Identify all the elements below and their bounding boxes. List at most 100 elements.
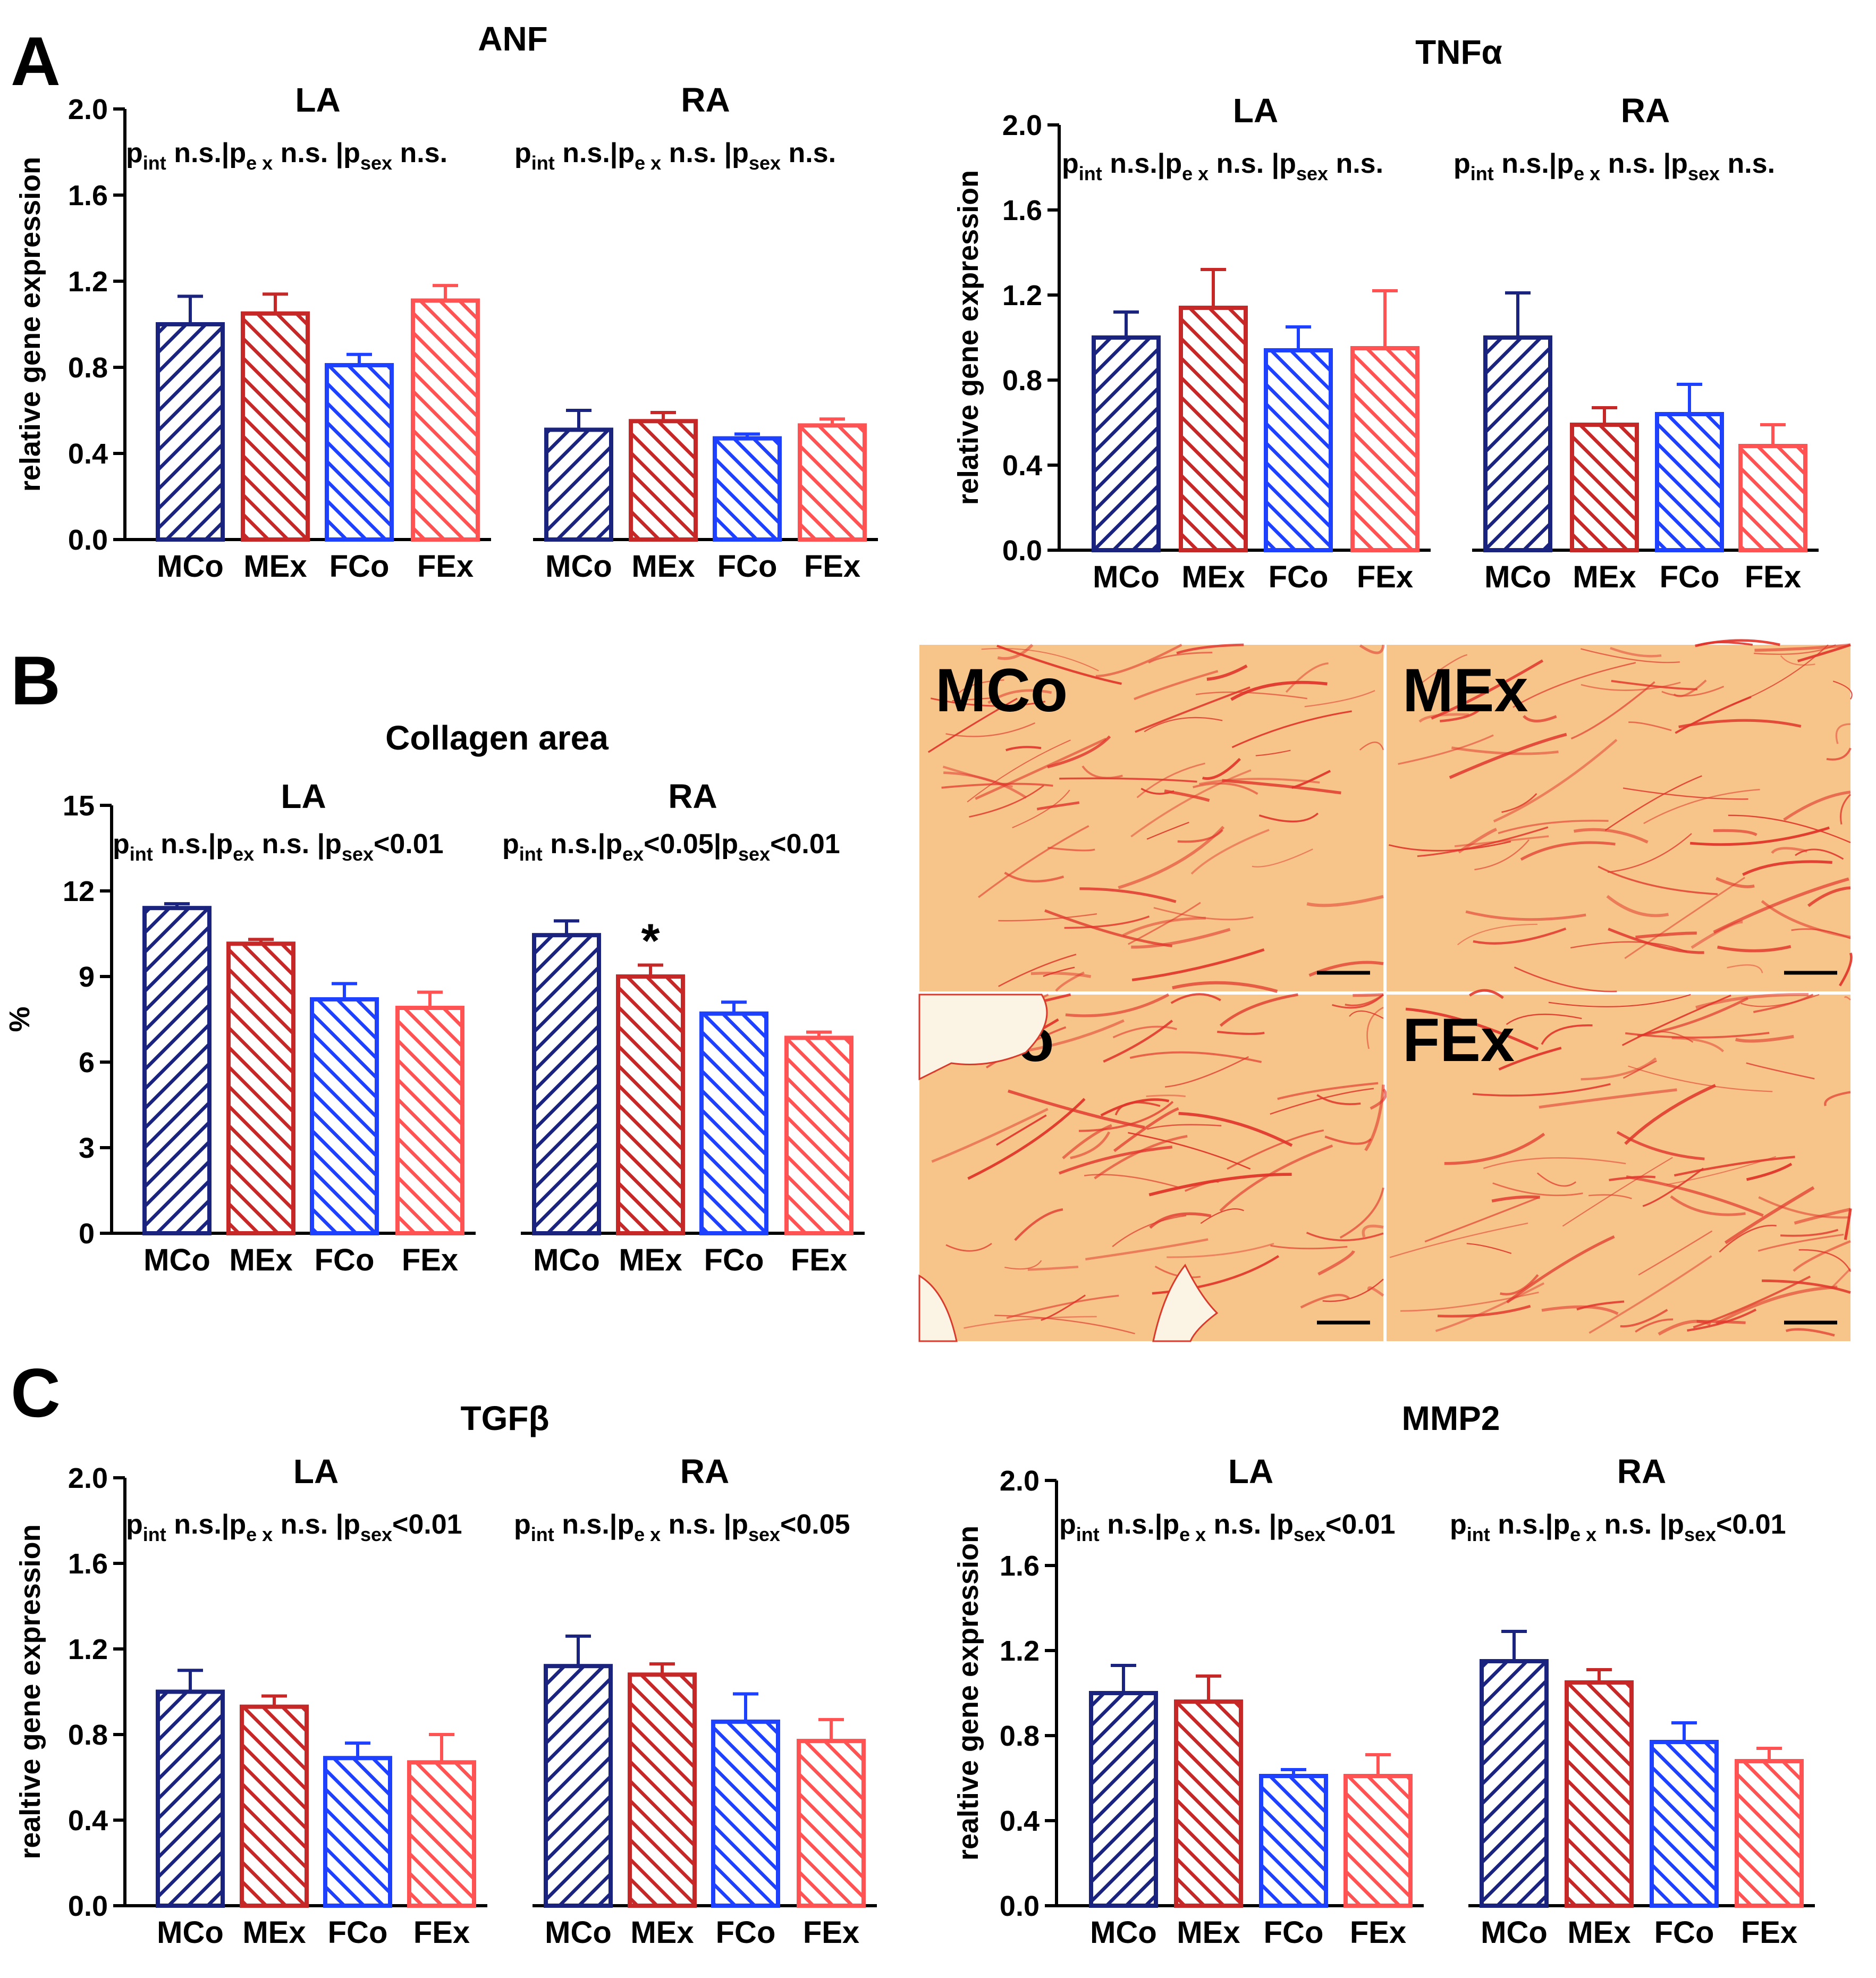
collagen-fiber [1539, 1088, 1677, 1109]
x-tick-label: MCo [1481, 1915, 1548, 1950]
chart-title: ANF [478, 20, 548, 58]
micrograph-mco: MCo [919, 643, 1385, 993]
collagen-fiber [1078, 1101, 1174, 1132]
collagen-fiber [1628, 1065, 1773, 1092]
collagen-fiber [1277, 1082, 1379, 1100]
collagen-fiber [987, 689, 1052, 704]
chart-mmp2: MMP2 realtive gene expression 0.0 0.4 0.8 1.2… [952, 1399, 1815, 1950]
collagen-fiber [994, 1315, 1135, 1335]
y-tick-label: 1.6 [68, 180, 108, 212]
collagen-fiber [1147, 1124, 1222, 1130]
collagen-fiber [1598, 865, 1718, 895]
collagen-fiber [1570, 681, 1655, 740]
collagen-fiber [1623, 787, 1748, 800]
collagen-fiber [1643, 788, 1760, 824]
collagen-fiber [1339, 1187, 1384, 1239]
collagen-fiber [1005, 746, 1042, 752]
collagen-fiber [1306, 895, 1384, 907]
collagen-fiber [1059, 777, 1197, 783]
collagen-fiber [1570, 941, 1688, 953]
collagen-fiber [1713, 829, 1757, 837]
x-tick-label: MEx [619, 1243, 682, 1277]
collagen-fiber [975, 737, 1107, 800]
collagen-fiber [1628, 721, 1672, 731]
collagen-fiber [1316, 1094, 1361, 1105]
collagen-fiber [1258, 812, 1319, 823]
x-tick-label: FCo [1269, 560, 1329, 594]
x-tick-label: FEx [417, 549, 474, 584]
collagen-fiber [1606, 895, 1669, 918]
x-tick-label: MCo [157, 549, 224, 584]
bar-fex [1343, 1774, 1413, 1908]
collagen-fiber [1458, 828, 1497, 854]
x-tick-label: FEx [1350, 1915, 1406, 1950]
panel-letter-a: A [11, 22, 61, 100]
collagen-fiber [1638, 1230, 1713, 1276]
bar-fex [798, 423, 867, 542]
chart-tgfb: TGFβ realtive gene expression 0.0 0.4 0.8 1.2… [14, 1399, 877, 1950]
collagen-fiber [1202, 757, 1241, 780]
collagen-fiber [942, 765, 1013, 788]
collagen-fiber [1167, 1243, 1274, 1258]
collagen-fiber [1754, 643, 1851, 652]
collagen-fiber [1740, 994, 1820, 1007]
collagen-fiber [1746, 1062, 1815, 1080]
tissue-background [919, 645, 1383, 991]
collagen-fiber [1012, 789, 1070, 829]
collagen-fiber [1200, 1208, 1244, 1224]
bar-fex [395, 1006, 464, 1235]
collagen-fiber [1780, 1228, 1839, 1237]
collagen-fiber [1058, 1146, 1173, 1175]
y-tick-label: 1.6 [1000, 1550, 1040, 1582]
bar-fco [1264, 348, 1333, 552]
collagen-fiber [1661, 686, 1725, 697]
x-tick-label: MEx [1181, 560, 1245, 594]
collagen-fiber [1449, 733, 1567, 779]
collagen-fiber [1122, 916, 1206, 937]
x-tick-label: FEx [791, 1243, 847, 1277]
bar-mex [616, 974, 685, 1235]
collagen-fiber [1512, 662, 1636, 708]
x-tick-label: MEx [242, 1915, 306, 1950]
bar-mco [532, 933, 601, 1235]
collagen-fiber [1541, 1305, 1619, 1315]
collagen-fiber [1616, 1131, 1705, 1160]
collagen-fiber [1304, 690, 1375, 708]
collagen-fiber [1190, 829, 1270, 875]
collagen-fiber [1153, 907, 1254, 921]
collagen-fiber [1666, 1156, 1777, 1185]
collagen-fiber [1112, 1025, 1177, 1039]
bar-fco [1655, 412, 1724, 552]
bar-mco [156, 322, 225, 542]
bar-fex [407, 1760, 476, 1908]
collagen-fiber [967, 1098, 1086, 1180]
y-tick-label: 0.8 [68, 352, 108, 384]
collagen-fiber [1695, 639, 1780, 647]
collagen-fiber [1112, 1215, 1187, 1248]
collagen-fiber [941, 782, 1053, 789]
x-tick-label: MCo [1093, 560, 1160, 594]
stat-text: pint n.s.|pe x n.s. |psex<0.01 [1059, 1509, 1396, 1545]
micrograph-label: MEx [1402, 656, 1528, 725]
collagen-fiber [1370, 1088, 1387, 1110]
tissue-background [1387, 995, 1850, 1341]
collagen-fiber [1728, 814, 1851, 844]
bar-mex [1179, 306, 1248, 552]
micrograph-fex: FEx [1387, 989, 1852, 1341]
collagen-fiber [1608, 928, 1704, 954]
collagen-fiber [1727, 964, 1763, 973]
collagen-fiber [1206, 664, 1248, 681]
collagen-fiber [1219, 1144, 1333, 1212]
stat-text: pint n.s.|pe x n.s. |psex<0.01 [126, 1509, 462, 1545]
y-tick-label: 2.0 [1000, 1465, 1040, 1497]
collagen-fiber [1798, 1249, 1852, 1272]
collagen-fiber [1131, 948, 1265, 982]
y-tick-label: 1.2 [1002, 280, 1042, 312]
collagen-fiber [1624, 1084, 1716, 1145]
collagen-fiber [1199, 778, 1320, 785]
collagen-fiber [1103, 1020, 1173, 1063]
collagen-fiber [1621, 994, 1731, 1046]
collagen-fiber [931, 1108, 1049, 1163]
collagen-fiber [1230, 680, 1328, 701]
